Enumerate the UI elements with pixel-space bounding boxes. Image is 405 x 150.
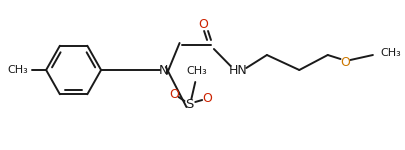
Text: N: N: [159, 63, 168, 76]
Text: HN: HN: [229, 63, 248, 76]
Text: O: O: [198, 18, 208, 32]
Text: CH₃: CH₃: [381, 48, 401, 58]
Text: S: S: [185, 98, 194, 111]
Text: CH₃: CH₃: [8, 65, 28, 75]
Text: CH₃: CH₃: [186, 66, 207, 76]
Text: O: O: [202, 92, 212, 105]
Text: O: O: [169, 87, 179, 100]
Text: O: O: [341, 56, 350, 69]
